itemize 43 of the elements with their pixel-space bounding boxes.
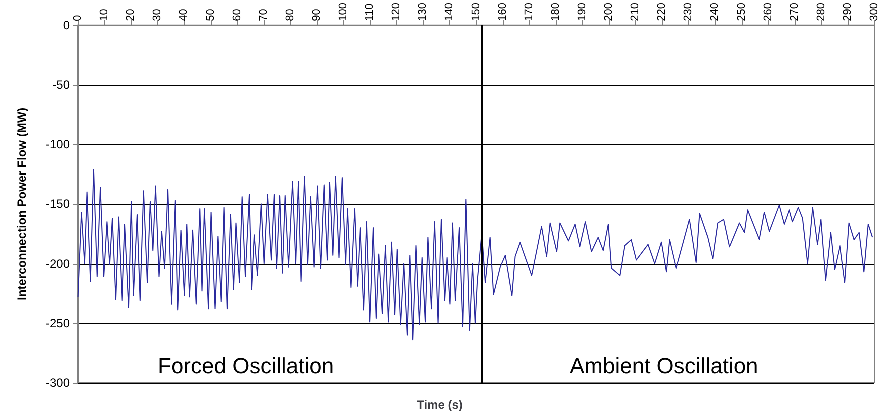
y-axis-title: Interconnection Power Flow (MW)	[15, 108, 29, 301]
y-tick-label: 0	[63, 18, 70, 32]
x-tick-label: 210	[630, 2, 642, 22]
x-tick-label: 160	[496, 2, 509, 22]
y-tick-label: -100	[46, 138, 70, 152]
y-tick-label: -50	[52, 78, 70, 92]
x-tick-label: 200	[603, 2, 615, 22]
x-tick-label: 240	[709, 2, 722, 22]
annotation: Ambient Oscillation	[570, 354, 758, 378]
x-tick-label: 80	[284, 9, 296, 22]
x-tick-label: 230	[682, 2, 695, 22]
x-tick-label: 220	[656, 2, 668, 22]
x-tick-label: 0	[72, 15, 84, 22]
x-axis-title: Time (s)	[417, 398, 463, 412]
annotation: Forced Oscillation	[158, 354, 334, 378]
x-tick-label: 60	[231, 9, 244, 22]
x-tick-label: 30	[152, 9, 164, 22]
x-tick-label: 190	[576, 2, 588, 22]
x-tick-label: 110	[364, 4, 376, 22]
x-tick-label: 10	[98, 9, 111, 22]
line-series	[78, 169, 874, 341]
x-tick-label: 150	[470, 2, 482, 22]
y-tick-label: -300	[46, 376, 70, 390]
x-tick-label: 300	[868, 2, 880, 22]
x-tick-label: 130	[417, 2, 430, 22]
x-tick-label: 260	[762, 2, 774, 22]
x-tick-label: 100	[338, 2, 350, 22]
x-tick-label: 280	[815, 2, 828, 22]
x-tick-label: 120	[390, 2, 403, 22]
y-tick-label: -150	[46, 197, 70, 212]
x-tick-label: 140	[444, 2, 456, 22]
x-tick-label: 180	[550, 2, 562, 22]
x-tick-label: 290	[842, 2, 854, 22]
x-tick-label: 20	[125, 9, 138, 22]
y-tick-label: -200	[46, 256, 70, 271]
y-tick-label: -250	[46, 316, 70, 330]
x-tick-label: 170	[523, 2, 536, 22]
x-tick-label: 250	[736, 2, 748, 22]
x-tick-label: 270	[788, 2, 801, 22]
x-tick-label: 90	[310, 9, 323, 22]
x-tick-label: 70	[258, 9, 270, 22]
x-tick-label: 40	[178, 9, 190, 22]
x-tick-label: 50	[204, 9, 217, 22]
